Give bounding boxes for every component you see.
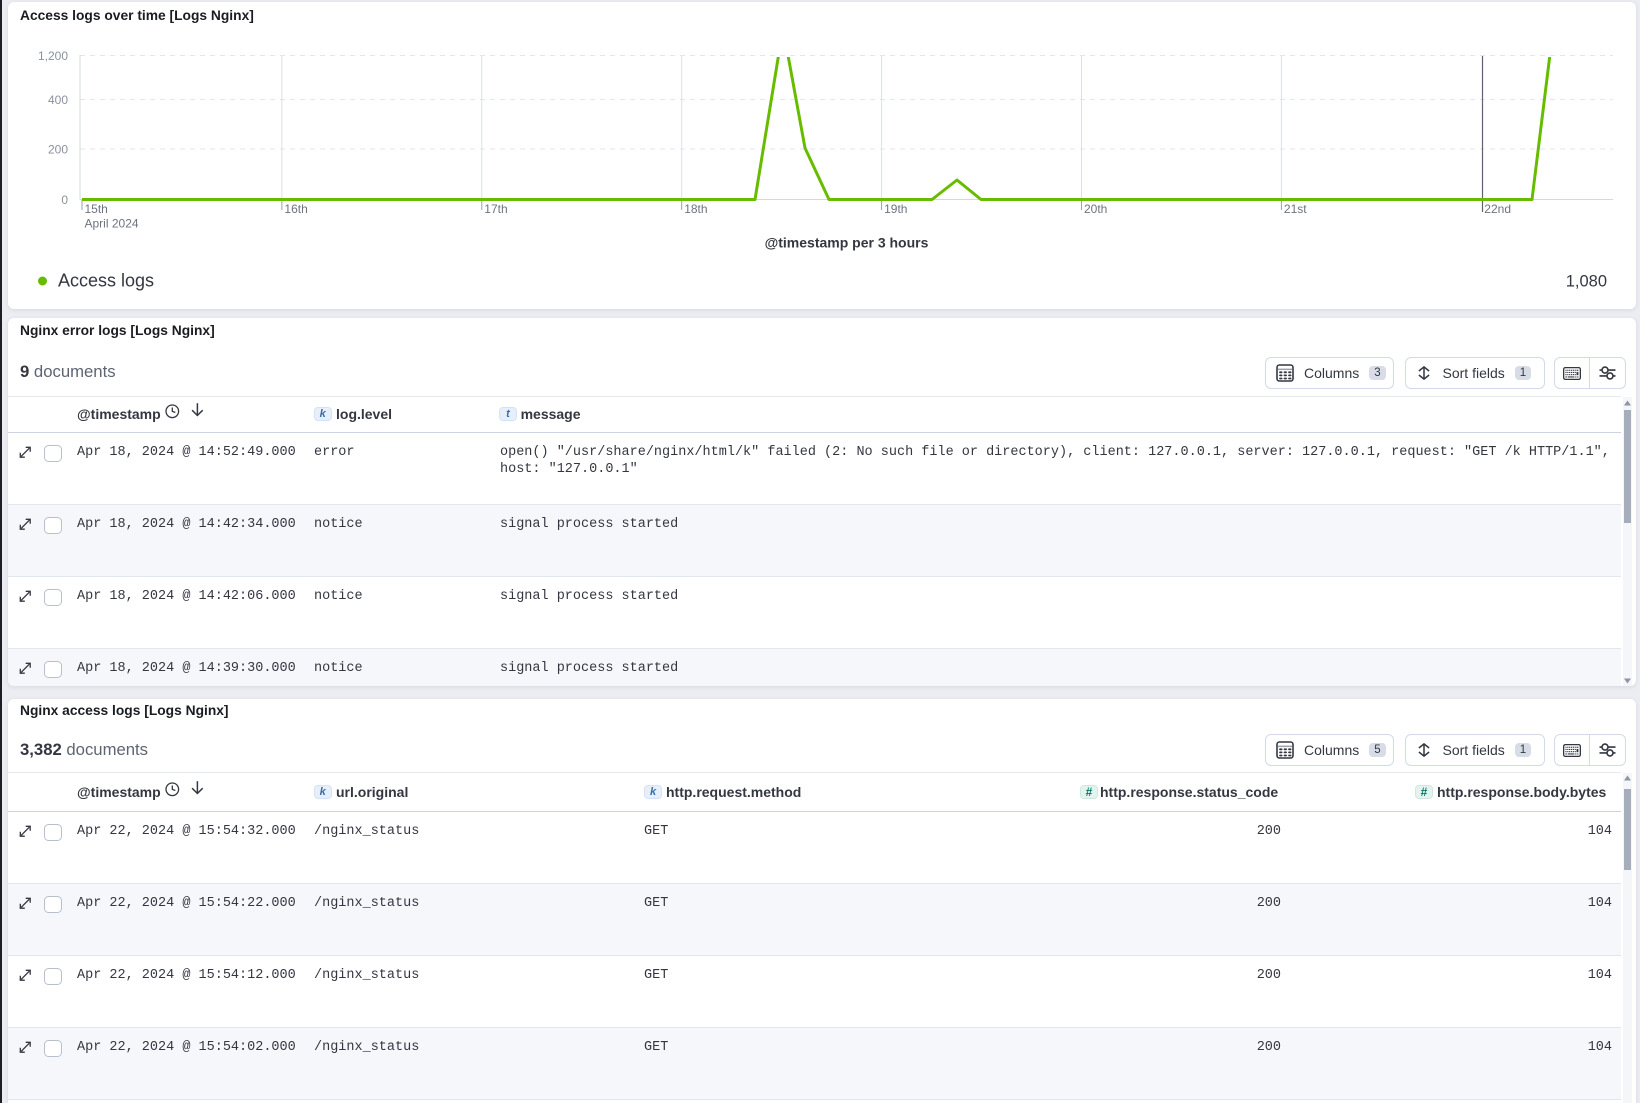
svg-text:400: 400	[48, 93, 68, 107]
svg-text:15th: 15th	[85, 202, 108, 216]
svg-text:0: 0	[61, 193, 68, 207]
svg-text:22nd: 22nd	[1484, 202, 1511, 216]
svg-text:1,080: 1,080	[1566, 272, 1607, 290]
svg-text:200: 200	[48, 142, 68, 156]
svg-text:April 2024: April 2024	[85, 217, 139, 231]
svg-text:19th: 19th	[884, 202, 907, 216]
svg-text:@timestamp per 3 hours: @timestamp per 3 hours	[765, 235, 929, 251]
svg-text:17th: 17th	[484, 202, 507, 216]
svg-text:18th: 18th	[684, 202, 707, 216]
svg-text:1,200: 1,200	[38, 49, 68, 63]
svg-text:21st: 21st	[1284, 202, 1307, 216]
svg-text:16th: 16th	[284, 202, 307, 216]
svg-text:20th: 20th	[1084, 202, 1107, 216]
svg-text:Access logs: Access logs	[58, 271, 154, 291]
